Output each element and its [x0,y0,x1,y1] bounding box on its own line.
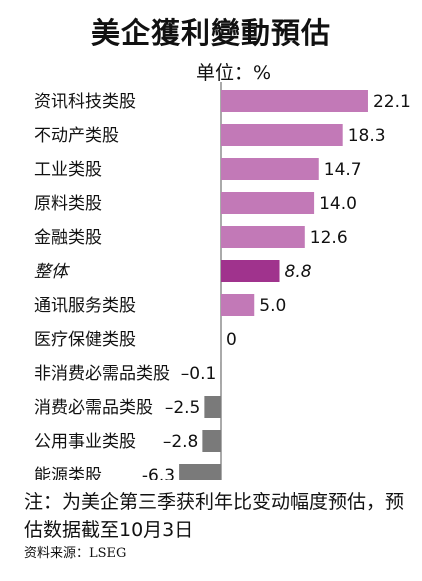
category-label: 金融类股 [34,228,102,248]
category-label: 通讯服务类股 [34,296,136,316]
value-label: –2.8 [163,432,199,452]
value-label: 18.3 [348,126,386,146]
value-label: 8.8 [285,262,312,282]
value-label: 5.0 [259,296,286,316]
category-label: 消费必需品类股 [34,398,153,418]
bar [221,124,343,146]
value-label: 0 [226,330,237,350]
source-credit: 资料来源：LSEG [24,546,127,561]
bar [221,90,368,112]
bar-chart: 资讯科技类股 22.1 不动产类股 18.3 工业类股 14.7 原料类股 14.0 金融类股 1… [34,82,411,480]
bar [221,158,319,180]
value-label: –2.5 [165,398,201,418]
bar [202,430,221,452]
category-label: 不动产类股 [34,126,119,146]
footnote: 注：为美企第三季获利年比变动幅度预估，预估数据截至10月3日 [24,491,405,541]
category-label: 非消费必需品类股 [34,364,170,384]
category-label: 原料类股 [34,194,102,214]
category-label: 资讯科技类股 [34,92,136,112]
bar [221,192,315,214]
category-label: 整体 [34,262,70,282]
category-label: 工业类股 [34,160,102,180]
bar [221,260,280,282]
value-label: -6.3 [142,466,175,480]
value-label: 22.1 [373,92,411,112]
bar [221,226,305,248]
value-label: 14.0 [319,194,357,214]
bar [179,464,221,480]
category-label: 医疗保健类股 [34,330,136,350]
value-label: –0.1 [181,364,217,384]
bar [220,362,221,384]
category-label: 公用事业类股 [34,432,136,452]
unit-label: 单位：% [196,62,272,84]
bar [204,396,221,418]
chart-title: 美企獲利變動預估 [90,16,331,50]
category-label: 能源类股 [34,466,102,480]
value-label: 12.6 [310,228,348,248]
value-label: 14.7 [324,160,362,180]
bar [221,294,255,316]
